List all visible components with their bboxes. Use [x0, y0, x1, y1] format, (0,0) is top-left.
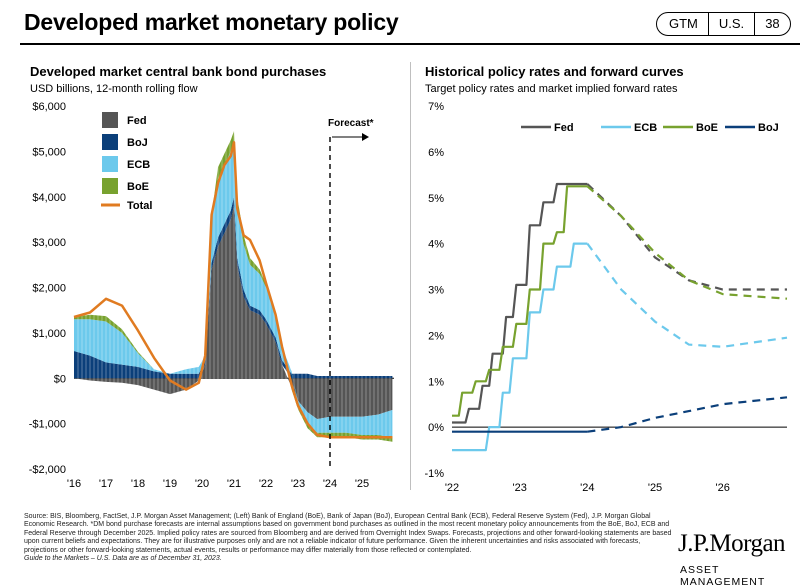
right-chart-title: Historical policy rates and forward curv…: [425, 64, 684, 79]
left-chart-subtitle: USD billions, 12-month rolling flow: [30, 83, 198, 95]
line-boj-forward: [587, 396, 788, 433]
left-x-tick-label: '20: [195, 478, 209, 490]
left-x-tick-label: '16: [67, 478, 81, 490]
right-x-tick-label: '23: [513, 482, 527, 494]
asset-management-label: ASSET MANAGEMENT: [680, 564, 766, 588]
legend-label-boj: BoJ: [127, 137, 148, 149]
left-y-tick-label: $3,000: [32, 237, 66, 249]
legend-label-boe: BoE: [127, 181, 149, 193]
left-y-tick-label: -$2,000: [29, 464, 66, 476]
right-legend: Fed ECB BoE BoJ: [521, 122, 779, 134]
left-y-tick-label: $0: [54, 373, 66, 385]
legend-label-ecb: ECB: [127, 159, 150, 171]
page-title: Developed market monetary policy: [24, 9, 399, 35]
left-x-tick-label: '25: [355, 478, 369, 490]
left-x-tick-label: '19: [163, 478, 177, 490]
right-x-tick-label: '26: [716, 482, 730, 494]
right-y-tick-label: 3%: [428, 285, 444, 297]
left-y-tick-label: $5,000: [32, 146, 66, 158]
right-x-tick-label: '22: [445, 482, 459, 494]
legend-label-boj: BoJ: [758, 122, 779, 134]
left-legend: Fed BoJ ECB BoE Total: [101, 112, 152, 212]
legend-label-total: Total: [127, 200, 152, 212]
left-y-tick-label: -$1,000: [29, 419, 66, 431]
forecast-label: Forecast*: [328, 118, 374, 129]
panel-divider: [410, 62, 411, 490]
left-x-tick-label: '24: [323, 478, 337, 490]
source-footnote: Source: BIS, Bloomberg, FactSet, J.P. Mo…: [24, 513, 674, 563]
right-y-tick-label: 0%: [428, 422, 444, 434]
right-y-tick-label: 1%: [428, 376, 444, 388]
legend-swatch-boe: [102, 178, 118, 194]
right-chart-subtitle: Target policy rates and market implied f…: [425, 83, 678, 95]
left-chart-title: Developed market central bank bond purch…: [30, 64, 327, 79]
right-series-lines: [452, 182, 788, 452]
jpmorgan-logo: J.P.Morgan: [678, 530, 786, 557]
left-total-line: [73, 141, 393, 439]
left-x-tick-label: '23: [291, 478, 305, 490]
legend-label-fed: Fed: [554, 122, 574, 134]
left-axes: $6,000 $5,000 $4,000 $3,000 $2,000 $1,000 $0 -$…: [29, 101, 394, 490]
legend-label-boe: BoE: [696, 122, 718, 134]
left-y-tick-label: $6,000: [32, 101, 66, 113]
left-stacked-areas: [74, 106, 393, 469]
left-forecast-marker: Forecast*: [328, 118, 374, 469]
left-x-tick-label: '17: [99, 478, 113, 490]
badge-page-number: 38: [754, 13, 789, 35]
right-y-tick-label: 4%: [428, 239, 444, 251]
line-fed-historical: [452, 182, 588, 424]
title-rule: [20, 43, 800, 45]
right-y-tick-label: -1%: [424, 468, 444, 480]
right-y-tick-label: 2%: [428, 330, 444, 342]
area-fed: [74, 205, 393, 420]
legend-swatch-boj: [102, 134, 118, 150]
left-x-tick-label: '22: [259, 478, 273, 490]
legend-label-ecb: ECB: [634, 122, 657, 134]
left-y-tick-label: $4,000: [32, 192, 66, 204]
page-badges: GTM U.S. 38: [656, 12, 791, 36]
right-x-tick-label: '24: [580, 482, 594, 494]
total-line: [73, 141, 393, 439]
source-text: Source: BIS, Bloomberg, FactSet, J.P. Mo…: [24, 513, 672, 554]
badge-region: U.S.: [707, 13, 754, 35]
line-fed-forward: [586, 183, 787, 291]
left-y-tick-label: $2,000: [32, 283, 66, 295]
line-boe-historical: [452, 185, 588, 417]
legend-swatch-ecb: [102, 156, 118, 172]
forecast-arrow-head: [362, 133, 369, 141]
legend-swatch-fed: [102, 112, 118, 128]
right-y-tick-label: 7%: [428, 101, 444, 113]
left-y-tick-label: $1,000: [32, 328, 66, 340]
right-axes: 7% 6% 5% 4% 3% 2% 1% 0% -1%'22 '23 '24 '25 '26: [424, 101, 787, 494]
line-boe-forward: [586, 185, 788, 300]
right-x-tick-label: '25: [648, 482, 662, 494]
left-x-tick-label: '21: [227, 478, 241, 490]
left-x-tick-label: '18: [131, 478, 145, 490]
legend-label-fed: Fed: [127, 115, 147, 127]
badge-gtm: GTM: [669, 16, 698, 31]
line-ecb-historical: [452, 242, 588, 452]
guide-text: Guide to the Markets – U.S. Data are as …: [24, 555, 222, 563]
line-ecb-forward: [586, 242, 788, 348]
right-y-tick-label: 5%: [428, 193, 444, 205]
right-y-tick-label: 6%: [428, 147, 444, 159]
